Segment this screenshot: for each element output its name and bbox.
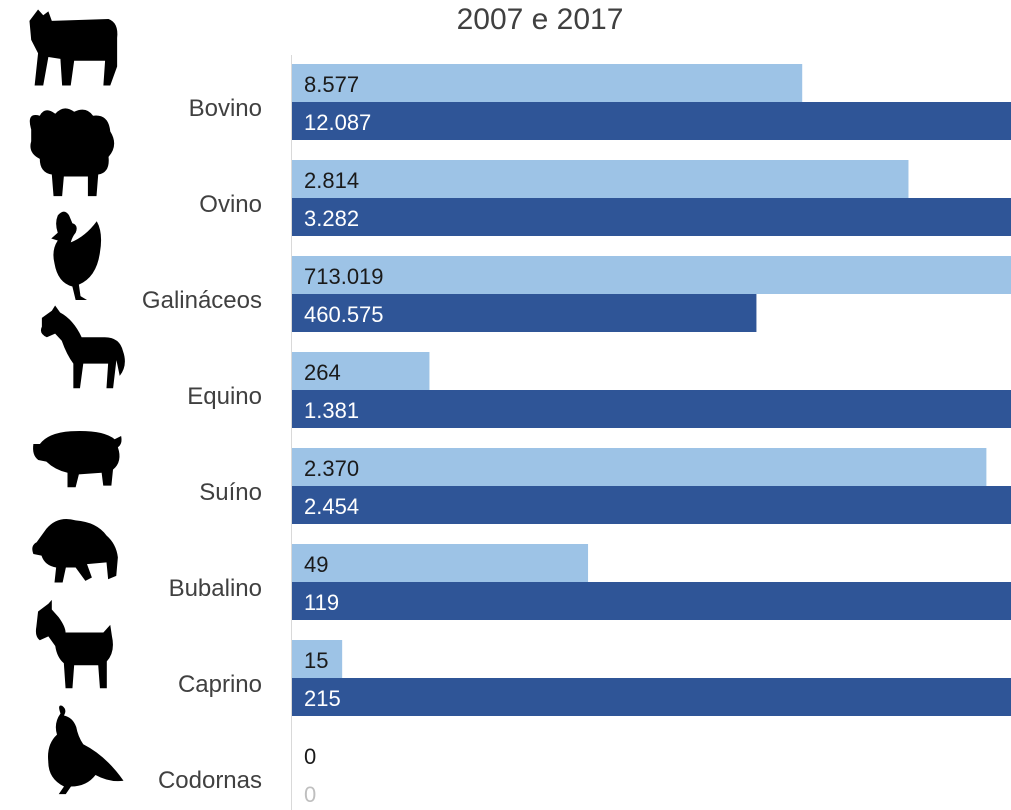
category-label: Caprino xyxy=(178,671,262,698)
data-label-2007: 0 xyxy=(304,744,316,769)
data-label-2017: 119 xyxy=(304,590,339,615)
quail-icon xyxy=(48,705,124,795)
bar-2007 xyxy=(292,544,589,582)
bar-2007 xyxy=(292,160,909,198)
data-label-2007: 713.019 xyxy=(304,264,384,289)
sheep-icon xyxy=(29,108,115,197)
data-label-2017: 215 xyxy=(304,686,341,711)
bar-2007 xyxy=(292,448,987,486)
cow-icon xyxy=(29,9,118,86)
bar-2007 xyxy=(292,640,343,678)
data-label-2007: 8.577 xyxy=(304,72,359,97)
goat-icon xyxy=(35,599,113,689)
data-label-2017: 3.282 xyxy=(304,206,359,231)
category-label: Bubalino xyxy=(169,575,262,602)
bar-2017 xyxy=(292,678,1011,716)
category-label: Galináceos xyxy=(142,287,262,314)
bar-2017 xyxy=(292,102,1011,140)
buffalo-icon xyxy=(32,519,118,583)
bar-2017 xyxy=(292,390,1011,428)
data-label-2017: 12.087 xyxy=(304,110,371,135)
data-label-2007: 2.370 xyxy=(304,456,359,481)
category-label: Bovino xyxy=(189,95,262,122)
category-label: Equino xyxy=(187,383,262,410)
data-label-2017: 0 xyxy=(304,782,316,807)
bar-2017 xyxy=(292,486,1011,524)
data-label-2007: 49 xyxy=(304,552,328,577)
category-label: Suíno xyxy=(199,479,262,506)
data-label-2017: 460.575 xyxy=(304,302,384,327)
data-label-2007: 2.814 xyxy=(304,168,359,193)
bar-2007 xyxy=(292,256,1011,294)
bar-2007 xyxy=(292,64,803,102)
category-label: Codornas xyxy=(158,767,262,794)
bar-2017 xyxy=(292,294,757,332)
bar-2017 xyxy=(292,582,1011,620)
chart-title: 2007 e 2017 xyxy=(456,3,624,36)
bar-2007 xyxy=(292,352,430,390)
data-label-2017: 2.454 xyxy=(304,494,359,519)
data-label-2017: 1.381 xyxy=(304,398,359,423)
horse-icon xyxy=(40,305,125,389)
data-label-2007: 15 xyxy=(304,648,328,673)
data-label-2007: 264 xyxy=(304,360,341,385)
category-label: Ovino xyxy=(199,191,262,218)
pig-icon xyxy=(33,430,122,488)
chicken-icon xyxy=(51,211,102,300)
bar-2017 xyxy=(292,198,1011,236)
